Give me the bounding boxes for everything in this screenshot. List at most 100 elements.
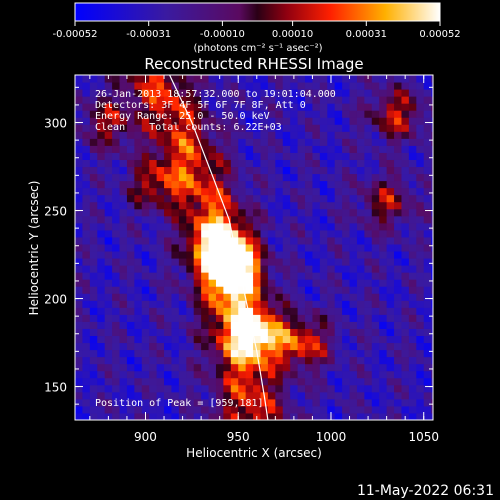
- heatmap-cell: [186, 194, 195, 203]
- heatmap-cell: [208, 286, 217, 294]
- heatmap-cell: [282, 117, 291, 125]
- heatmap-cell: [238, 194, 247, 203]
- heatmap-cell: [297, 124, 306, 132]
- heatmap-cell: [423, 377, 432, 386]
- heatmap-cell: [275, 328, 284, 337]
- heatmap-cell: [75, 377, 83, 386]
- heatmap-cell: [223, 152, 232, 160]
- heatmap-cell: [312, 82, 321, 90]
- heatmap-cell: [312, 75, 321, 83]
- heatmap-cell: [297, 286, 306, 294]
- heatmap-cell: [112, 314, 121, 322]
- heatmap-cell: [156, 229, 165, 238]
- heatmap-cell: [89, 342, 98, 351]
- heatmap-cell: [334, 370, 343, 379]
- heatmap-cell: [201, 258, 210, 266]
- heatmap-cell: [126, 201, 135, 210]
- heatmap-cell: [260, 215, 269, 224]
- heatmap-cell: [290, 243, 299, 252]
- heatmap-cell: [290, 89, 299, 97]
- heatmap-cell: [97, 300, 106, 308]
- heatmap-cell: [408, 229, 417, 238]
- heatmap-cell: [416, 117, 425, 125]
- heatmap-cell: [230, 286, 239, 294]
- heatmap-cell: [164, 222, 172, 231]
- heatmap-cell: [82, 152, 91, 160]
- heatmap-cell: [297, 75, 306, 83]
- heatmap-cell: [75, 173, 83, 182]
- heatmap-cell: [156, 208, 165, 217]
- heatmap-cell: [431, 286, 433, 294]
- heatmap-cell: [112, 412, 121, 420]
- heatmap-cell: [386, 356, 395, 365]
- heatmap-cell: [215, 110, 224, 118]
- heatmap-cell: [356, 208, 365, 217]
- heatmap-cell: [89, 180, 98, 189]
- heatmap-cell: [342, 412, 351, 420]
- heatmap-cell: [431, 293, 433, 301]
- heatmap-cell: [193, 258, 202, 266]
- heatmap-cell: [149, 398, 158, 407]
- heatmap-cell: [164, 229, 172, 238]
- heatmap-cell: [193, 89, 202, 97]
- heatmap-cell: [431, 152, 433, 160]
- heatmap-cell: [282, 75, 291, 83]
- heatmap-cell: [134, 229, 143, 238]
- heatmap-cell: [356, 328, 365, 337]
- heatmap-cell: [334, 286, 343, 294]
- heatmap-cell: [282, 286, 291, 294]
- heatmap-cell: [156, 187, 165, 196]
- heatmap-cell: [134, 208, 143, 217]
- heatmap-cell: [112, 96, 121, 104]
- heatmap-cell: [119, 405, 128, 414]
- heatmap-cell: [253, 258, 261, 266]
- heatmap-cell: [230, 131, 239, 139]
- heatmap-cell: [126, 342, 135, 351]
- heatmap-cell: [156, 236, 165, 245]
- heatmap-cell: [193, 166, 202, 175]
- heatmap-cell: [408, 159, 417, 168]
- heatmap-cell: [401, 243, 410, 252]
- heatmap-cell: [290, 110, 299, 118]
- heatmap-cell: [401, 398, 410, 407]
- heatmap-cell: [193, 328, 202, 337]
- heatmap-cell: [223, 342, 232, 351]
- heatmap-cell: [230, 152, 239, 160]
- heatmap-cell: [238, 384, 247, 393]
- heatmap-cell: [334, 201, 343, 210]
- heatmap-cell: [379, 131, 388, 139]
- heatmap-cell: [282, 138, 291, 146]
- heatmap-cell: [297, 391, 306, 400]
- heatmap-cell: [193, 194, 202, 203]
- heatmap-cell: [164, 279, 172, 287]
- heatmap-cell: [208, 391, 217, 400]
- y-axis-label: Heliocentric Y (arcsec): [27, 181, 41, 316]
- heatmap-cell: [215, 286, 224, 294]
- heatmap-cell: [149, 110, 158, 118]
- heatmap-cell: [97, 75, 106, 83]
- heatmap-cell: [408, 377, 417, 386]
- heatmap-cell: [178, 377, 187, 386]
- heatmap-cell: [141, 89, 150, 97]
- heatmap-cell: [215, 314, 224, 322]
- heatmap-cell: [208, 89, 217, 97]
- heatmap-cell: [75, 370, 83, 379]
- heatmap-cell: [386, 286, 395, 294]
- heatmap-cell: [253, 300, 261, 308]
- heatmap-cell: [431, 279, 433, 287]
- heatmap-cell: [260, 328, 269, 337]
- heatmap-cell: [408, 243, 417, 252]
- heatmap-cell: [208, 363, 217, 372]
- heatmap-cell: [164, 166, 172, 175]
- heatmap-cell: [89, 279, 98, 287]
- heatmap-cell: [260, 251, 269, 259]
- heatmap-cell: [230, 412, 239, 420]
- heatmap-cell: [401, 321, 410, 329]
- heatmap-cell: [104, 328, 113, 337]
- heatmap-cell: [230, 96, 239, 104]
- heatmap-cell: [267, 377, 276, 386]
- heatmap-cell: [119, 321, 128, 329]
- heatmap-cell: [349, 377, 358, 386]
- heatmap-cell: [305, 201, 313, 210]
- heatmap-cell: [275, 96, 284, 104]
